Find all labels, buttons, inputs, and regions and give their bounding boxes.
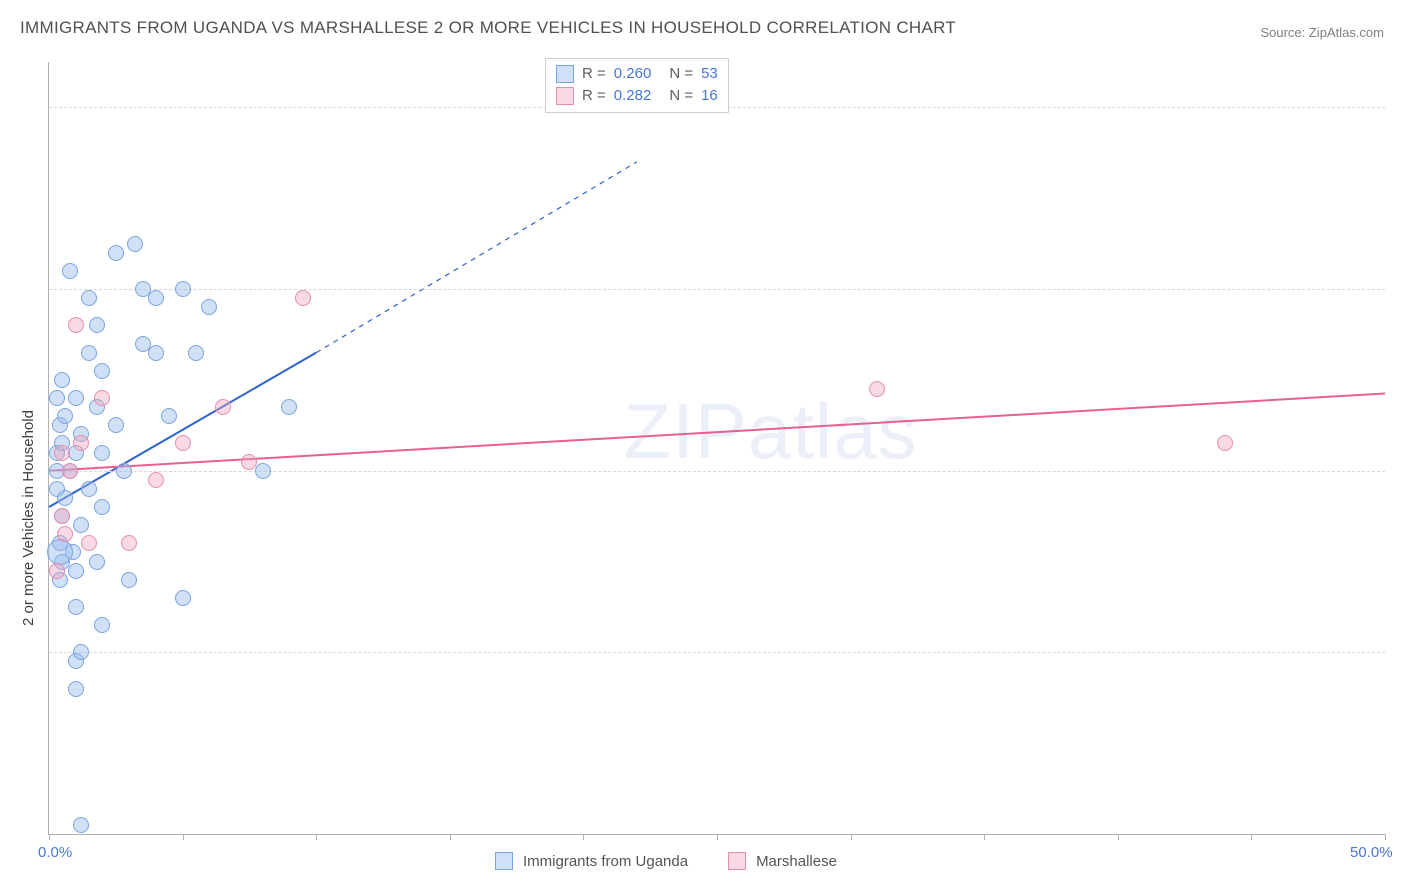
data-point [54,372,70,388]
legend-n-key: N = [669,85,693,107]
x-tick [316,834,317,840]
data-point [116,463,132,479]
source-prefix: Source: [1260,25,1308,40]
y-axis-label: 2 or more Vehicles in Household [20,410,37,626]
stats-legend-row: R = 0.282 N = 16 [556,85,718,107]
data-point [148,472,164,488]
data-point [81,481,97,497]
data-point [68,599,84,615]
data-point [89,317,105,333]
gridline [49,471,1385,472]
series-legend: Immigrants from Uganda Marshallese [495,852,837,870]
data-point [81,345,97,361]
x-tick [717,834,718,840]
x-tick [583,834,584,840]
data-point [108,245,124,261]
data-point [215,399,231,415]
legend-swatch [556,87,574,105]
data-point [127,236,143,252]
data-point [62,263,78,279]
legend-n-value: 53 [701,63,718,85]
stats-legend-row: R = 0.260 N = 53 [556,63,718,85]
data-point [68,390,84,406]
data-point [81,290,97,306]
data-point [869,381,885,397]
data-point [121,535,137,551]
legend-swatch [495,852,513,870]
x-tick [1385,834,1386,840]
data-point [89,554,105,570]
data-point [68,563,84,579]
data-point [121,572,137,588]
plot-area: ZIPatlas 40.0%60.0%80.0%100.0% [48,62,1385,835]
data-point [49,563,65,579]
data-point [1217,435,1233,451]
data-point [94,499,110,515]
legend-swatch [728,852,746,870]
data-point [73,435,89,451]
x-tick [1118,834,1119,840]
x-tick [183,834,184,840]
x-tick [450,834,451,840]
chart-title: IMMIGRANTS FROM UGANDA VS MARSHALLESE 2 … [20,18,956,38]
data-point [54,445,70,461]
legend-r-key: R = [582,63,606,85]
data-point-large [47,539,73,565]
data-point [295,290,311,306]
legend-r-value: 0.260 [614,63,652,85]
trend-lines [49,62,1385,834]
stats-legend: R = 0.260 N = 53 R = 0.282 N = 16 [545,58,729,113]
data-point [68,317,84,333]
source-attribution: Source: ZipAtlas.com [1260,25,1384,40]
data-point [57,490,73,506]
legend-swatch [556,65,574,83]
data-point [57,526,73,542]
legend-series-name: Marshallese [756,853,837,870]
x-end-label: 50.0% [1350,844,1393,861]
data-point [94,445,110,461]
x-origin-label: 0.0% [38,844,72,861]
data-point [108,417,124,433]
data-point [62,463,78,479]
data-point [94,390,110,406]
legend-r-value: 0.282 [614,85,652,107]
data-point [73,517,89,533]
gridline [49,652,1385,653]
data-point [54,508,70,524]
data-point [175,590,191,606]
data-point [73,817,89,833]
x-tick [1251,834,1252,840]
data-point [49,390,65,406]
data-point [255,463,271,479]
data-point [241,454,257,470]
x-tick [984,834,985,840]
legend-n-key: N = [669,63,693,85]
legend-r-key: R = [582,85,606,107]
data-point [148,290,164,306]
data-point [73,644,89,660]
data-point [148,345,164,361]
data-point [94,617,110,633]
legend-n-value: 16 [701,85,718,107]
data-point [161,408,177,424]
data-point [188,345,204,361]
data-point [57,408,73,424]
chart-container: ZIPatlas 40.0%60.0%80.0%100.0% 2 or more… [0,50,1406,870]
data-point [68,681,84,697]
watermark: ZIPatlas [623,386,917,477]
data-point [175,435,191,451]
data-point [175,281,191,297]
source-link[interactable]: ZipAtlas.com [1309,25,1384,40]
data-point [281,399,297,415]
data-point [201,299,217,315]
legend-series-name: Immigrants from Uganda [523,853,688,870]
data-point [81,535,97,551]
x-tick [49,834,50,840]
data-point [94,363,110,379]
gridline [49,289,1385,290]
x-tick [851,834,852,840]
